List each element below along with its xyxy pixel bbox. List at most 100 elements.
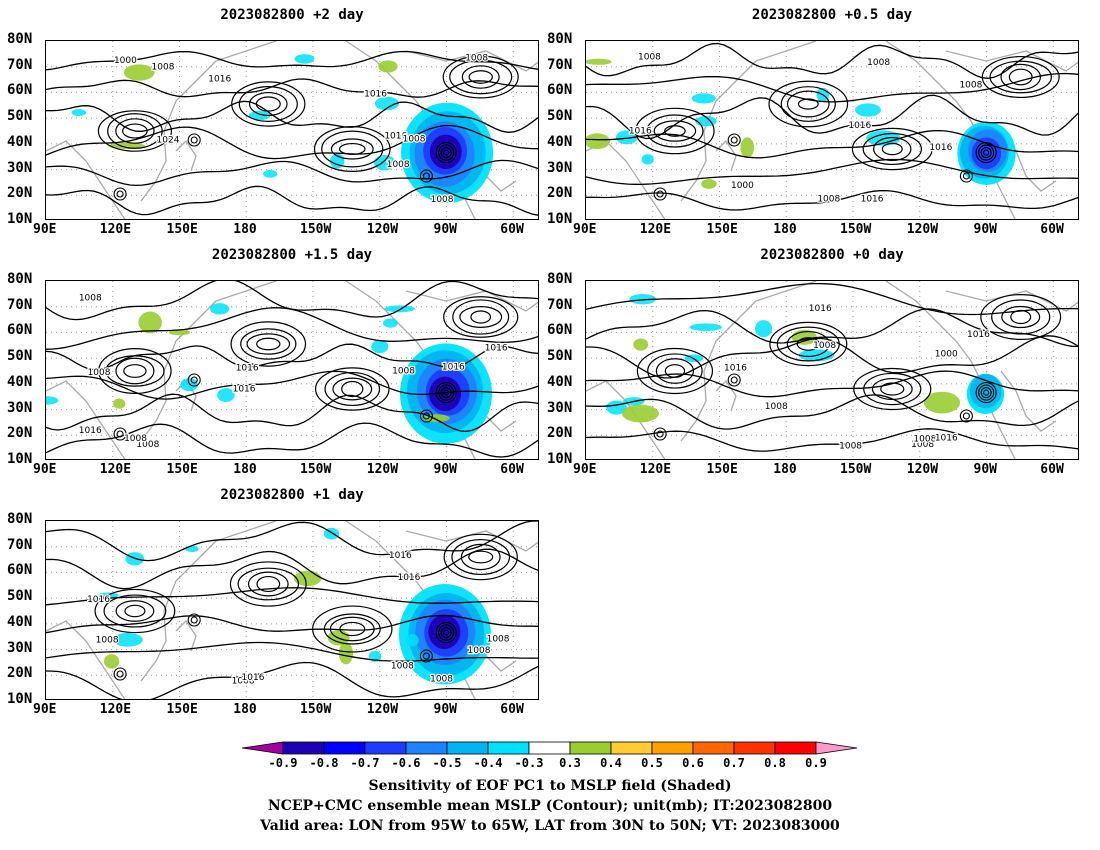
mslp-contour	[440, 147, 452, 159]
mslp-contour	[980, 293, 1062, 341]
mslp-contour	[435, 622, 457, 644]
colorbar-segment	[323, 741, 366, 755]
mslp-contour	[312, 605, 393, 653]
latitude-label: 80N	[7, 271, 33, 287]
mslp-contour	[46, 281, 538, 321]
longitude-label: 150E	[166, 702, 198, 717]
longitude-label: 150W	[300, 462, 332, 477]
contour-label: 1016	[848, 121, 871, 131]
panel-title: 2023082800 +0.5 day	[751, 7, 913, 23]
mslp-contour	[851, 127, 933, 171]
mslp-contour	[586, 370, 1078, 398]
mslp-contour	[959, 169, 973, 183]
mslp-contour	[190, 376, 198, 384]
sensitivity-shading	[113, 398, 126, 409]
mslp-contour	[975, 382, 997, 404]
latitude-label: 10N	[547, 211, 573, 227]
mslp-contour	[113, 667, 127, 681]
latitude-label: 40N	[7, 613, 33, 630]
mslp-contour	[962, 412, 970, 420]
sensitivity-shading	[586, 58, 612, 65]
panel-title: 2023082800 +1.5 day	[211, 247, 373, 263]
longitude-label: 90W	[973, 462, 998, 477]
mslp-contour	[586, 394, 1078, 430]
mslp-contour	[422, 412, 430, 420]
mslp-contour	[586, 94, 1078, 140]
contour-label: 1016	[929, 143, 952, 153]
panel-title: 2023082800 +0 day	[760, 247, 904, 263]
sensitivity-shading	[621, 404, 659, 423]
latitude-label: 20N	[7, 665, 33, 682]
colorbar-label: -0.9	[269, 756, 298, 770]
latitude-label: 10N	[7, 211, 33, 227]
mslp-contour	[1008, 68, 1033, 86]
coastline	[175, 139, 197, 172]
sensitivity-shading	[691, 93, 716, 104]
contour-label: 1016	[861, 194, 884, 204]
longitude-label: 90W	[433, 222, 458, 237]
longitude-label: 180	[233, 702, 257, 717]
mslp-contour	[123, 364, 147, 378]
contour-label: 1016	[236, 363, 259, 373]
mslp-contour	[440, 627, 452, 639]
colorbar-label: -0.4	[474, 756, 503, 770]
latitude-label: 80N	[547, 271, 573, 287]
colorbar-segment	[446, 741, 489, 755]
contour-label: 1016	[242, 673, 265, 683]
contour-label: 1008	[152, 63, 175, 73]
mslp-contour	[229, 561, 307, 607]
mslp-contour	[46, 78, 538, 98]
mslp-contour	[586, 42, 1078, 79]
contour-label: 1016	[233, 385, 256, 395]
contour-label: 1008	[813, 341, 836, 351]
longitude-label: 150W	[840, 462, 872, 477]
latitude-label: 50N	[547, 348, 573, 365]
mslp-contour	[422, 652, 430, 660]
mslp-contour	[981, 55, 1060, 99]
longitude-label: 150W	[300, 702, 332, 717]
mslp-contour	[98, 348, 172, 394]
mslp-contour	[461, 65, 500, 89]
contour-label: 1016	[442, 363, 465, 373]
mslp-contour	[459, 306, 503, 328]
longitude-label: 180	[233, 222, 257, 237]
mslp-contour	[115, 357, 155, 385]
sensitivity-shading	[383, 318, 398, 328]
colorbar-label: -0.8	[310, 756, 339, 770]
contour-label: 1008	[839, 442, 862, 452]
mslp-contour	[435, 382, 457, 404]
mslp-contour	[341, 380, 364, 398]
contour-label: 1008	[487, 635, 510, 645]
mslp-contour	[769, 321, 848, 367]
mslp-contour	[97, 110, 173, 152]
mslp-contour	[190, 616, 198, 624]
contour-label: 1008	[638, 53, 661, 63]
sensitivity-shading	[689, 323, 722, 332]
mslp-contour	[1000, 63, 1042, 91]
latitude-label: 30N	[7, 639, 33, 656]
mslp-contour	[190, 136, 198, 144]
colorbar-segment	[282, 741, 325, 755]
latitude-label: 30N	[547, 399, 573, 416]
longitude-label: 120E	[99, 462, 132, 477]
sensitivity-shading	[629, 293, 657, 305]
coastline	[680, 41, 817, 202]
mslp-contour	[776, 326, 840, 362]
longitude-label: 90E	[33, 462, 57, 477]
sensitivity-shading	[263, 169, 278, 178]
mslp-contour	[46, 393, 538, 433]
sensitivity-shading	[429, 134, 462, 170]
mslp-contour	[586, 72, 1078, 103]
contour-label: 1000	[935, 350, 958, 360]
mslp-contour	[983, 149, 990, 156]
sensitivity-shading	[103, 654, 120, 669]
mslp-contour	[46, 100, 538, 133]
sensitivity-shading	[378, 60, 398, 73]
longitude-label: 90E	[33, 702, 57, 717]
mslp-contour	[470, 310, 492, 324]
latitude-label: 50N	[7, 108, 33, 125]
sensitivity-shading	[217, 388, 235, 403]
mslp-contour	[796, 337, 820, 351]
mslp-contour	[653, 187, 667, 201]
mslp-contour	[419, 409, 433, 423]
